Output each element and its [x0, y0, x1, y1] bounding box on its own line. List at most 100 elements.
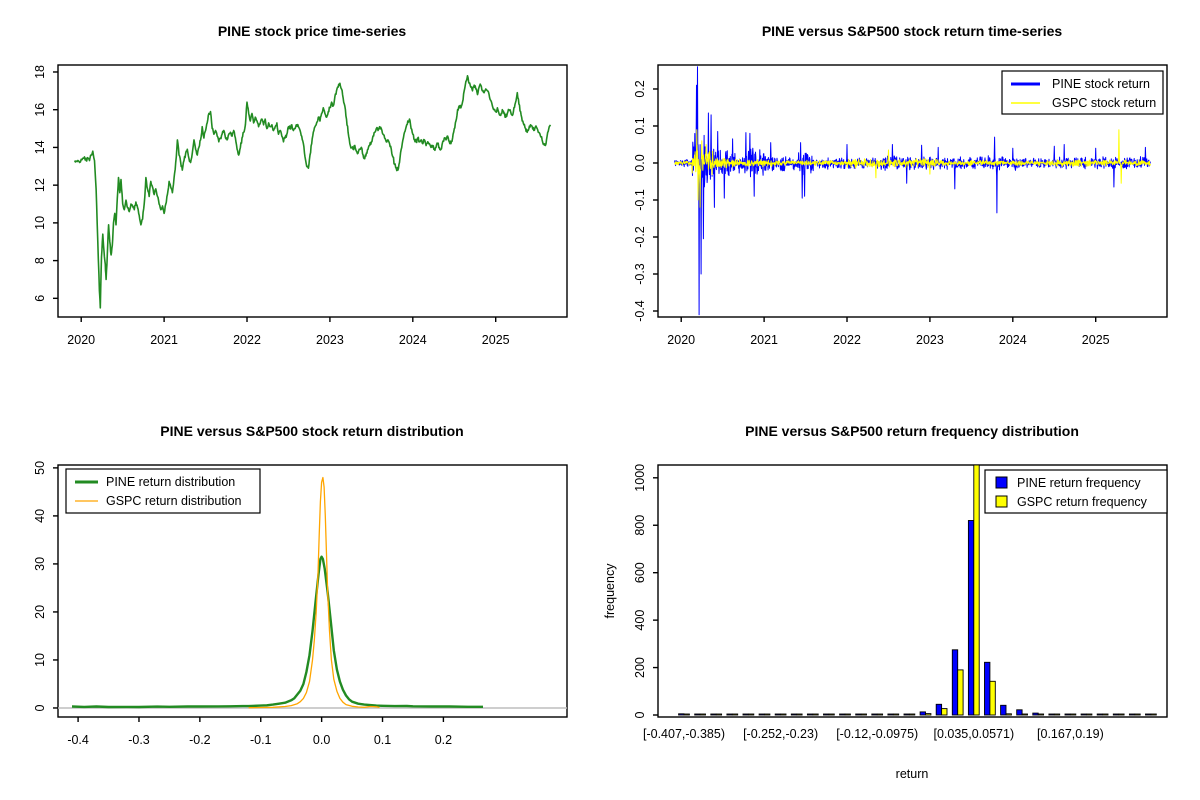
bar-pine — [984, 661, 991, 716]
density-chart-panel: PINE versus S&P500 stock return distribu… — [0, 400, 600, 800]
x-tick-label: 2020 — [67, 333, 95, 347]
return-distribution-chart: PINE versus S&P500 stock return distribu… — [33, 423, 568, 747]
bar-gspc — [699, 713, 706, 716]
legend-label: PINE stock return — [1052, 77, 1150, 91]
bar-pine — [935, 703, 943, 716]
y-tick-label: 8 — [33, 257, 47, 264]
y-tick-label: -0.1 — [633, 189, 647, 211]
bar-gspc — [892, 713, 900, 716]
bar-pine — [1000, 704, 1007, 716]
series-line — [674, 66, 1151, 316]
y-tick-label: 0.0 — [633, 154, 647, 171]
price-time-series-chart: PINE stock price time-series 6 8 10 12 14 16 1… — [33, 23, 568, 347]
bar-pine — [758, 713, 765, 716]
bar-pine — [694, 713, 701, 716]
legend-box — [1001, 70, 1164, 115]
bar-pine — [678, 713, 685, 716]
bar-gspc — [925, 713, 932, 716]
bar-gspc — [764, 713, 771, 716]
y-tick-label: 6 — [33, 295, 47, 302]
x-tick-label: 0.2 — [435, 733, 452, 747]
series-line — [674, 129, 1151, 208]
x-tick-label: 2021 — [750, 333, 778, 347]
chart-title: PINE versus S&P500 return frequency dist… — [745, 423, 1079, 439]
x-category-label: [-0.407,-0.385) — [643, 727, 725, 741]
bar-pine — [790, 713, 798, 716]
bar-gspc — [1037, 713, 1045, 716]
bar-pine — [919, 711, 926, 716]
bar-pine — [806, 713, 814, 716]
returns-chart-panel: PINE versus S&P500 stock return time-ser… — [600, 0, 1200, 400]
y-tick-label: 400 — [633, 610, 647, 631]
plot-area: 0 200 400 600 800 1000 [-0.407,-0.385) [-0.252,… — [633, 464, 1168, 741]
plot-area: 6 8 10 12 14 16 18 2020 2021 2022 2023 2024 2025 — [33, 64, 568, 347]
bar-pine — [742, 713, 749, 716]
bar-gspc — [731, 713, 739, 716]
bar-pine — [774, 713, 782, 716]
x-category-label: [-0.252,-0.23) — [743, 727, 818, 741]
frequency-chart-panel: PINE versus S&P500 return frequency dist… — [600, 400, 1200, 800]
y-tick-label: 0 — [633, 711, 647, 718]
x-tick-label: 0.1 — [374, 733, 391, 747]
y-tick-label: 0 — [33, 704, 47, 711]
plot-frame — [657, 464, 1168, 718]
bar-pine — [823, 713, 830, 716]
x-tick-label: 2023 — [916, 333, 944, 347]
bar-gspc — [683, 713, 690, 716]
x-tick-label: -0.2 — [189, 733, 211, 747]
bar-gspc — [812, 713, 819, 716]
bar-gspc — [989, 680, 996, 716]
bar-pine — [951, 649, 959, 716]
bar-pine — [1032, 712, 1039, 716]
returns-time-series-chart: PINE versus S&P500 stock return time-ser… — [633, 23, 1168, 347]
bar-gspc — [780, 713, 787, 716]
bar-pine — [1064, 713, 1071, 716]
bar-pine — [1096, 713, 1104, 716]
legend-box — [65, 468, 261, 514]
legend-label: PINE return frequency — [1017, 476, 1141, 490]
bar-gspc — [844, 713, 851, 716]
y-tick-label: 800 — [633, 515, 647, 536]
x-tick-label: 2025 — [482, 333, 510, 347]
x-tick-label: 2022 — [833, 333, 861, 347]
y-tick-label: 600 — [633, 562, 647, 583]
x-tick-label: 2024 — [999, 333, 1027, 347]
bar-gspc — [828, 713, 835, 716]
series-line — [248, 476, 380, 709]
bar-gspc — [1102, 713, 1109, 716]
plot-area: 0.2 0.1 0.0 -0.1 -0.2 -0.3 -0.4 2020 2021 2022 202… — [633, 64, 1168, 347]
x-category-label: [0.167,0.19) — [1037, 727, 1104, 741]
bar-pine — [1016, 709, 1023, 716]
bar-pine — [839, 713, 846, 716]
bar-gspc — [1118, 713, 1125, 716]
x-tick-label: 2024 — [399, 333, 427, 347]
bar-pine — [1128, 713, 1136, 716]
legend-label: GSPC return distribution — [106, 494, 242, 508]
x-category-label: [-0.12,-0.0975) — [836, 727, 918, 741]
y-tick-label: 10 — [33, 653, 47, 667]
bar-pine — [967, 520, 975, 716]
x-tick-label: -0.4 — [67, 733, 89, 747]
bar-pine — [726, 713, 733, 716]
y-tick-label: 0.2 — [633, 80, 647, 97]
bar-gspc — [1150, 713, 1157, 716]
bar-gspc — [715, 713, 723, 716]
bar-gspc — [908, 713, 916, 716]
y-axis-label: frequency — [603, 563, 617, 619]
chart-title: PINE versus S&P500 stock return distribu… — [160, 423, 463, 439]
legend-marker-swatch — [995, 495, 1008, 508]
x-tick-label: -0.3 — [128, 733, 150, 747]
legend-label: GSPC return frequency — [1017, 495, 1148, 509]
bar-gspc — [747, 713, 755, 716]
bar-gspc — [860, 713, 867, 716]
bar-gspc — [1053, 713, 1061, 716]
bar-gspc — [1005, 713, 1012, 716]
x-tick-label: 2022 — [233, 333, 261, 347]
x-tick-label: 2021 — [150, 333, 178, 347]
bar-gspc — [876, 713, 884, 716]
y-tick-label: -0.3 — [633, 263, 647, 285]
return-frequency-chart: PINE versus S&P500 return frequency dist… — [603, 423, 1168, 781]
bar-pine — [1145, 713, 1152, 716]
legend-label: PINE return distribution — [106, 475, 235, 489]
